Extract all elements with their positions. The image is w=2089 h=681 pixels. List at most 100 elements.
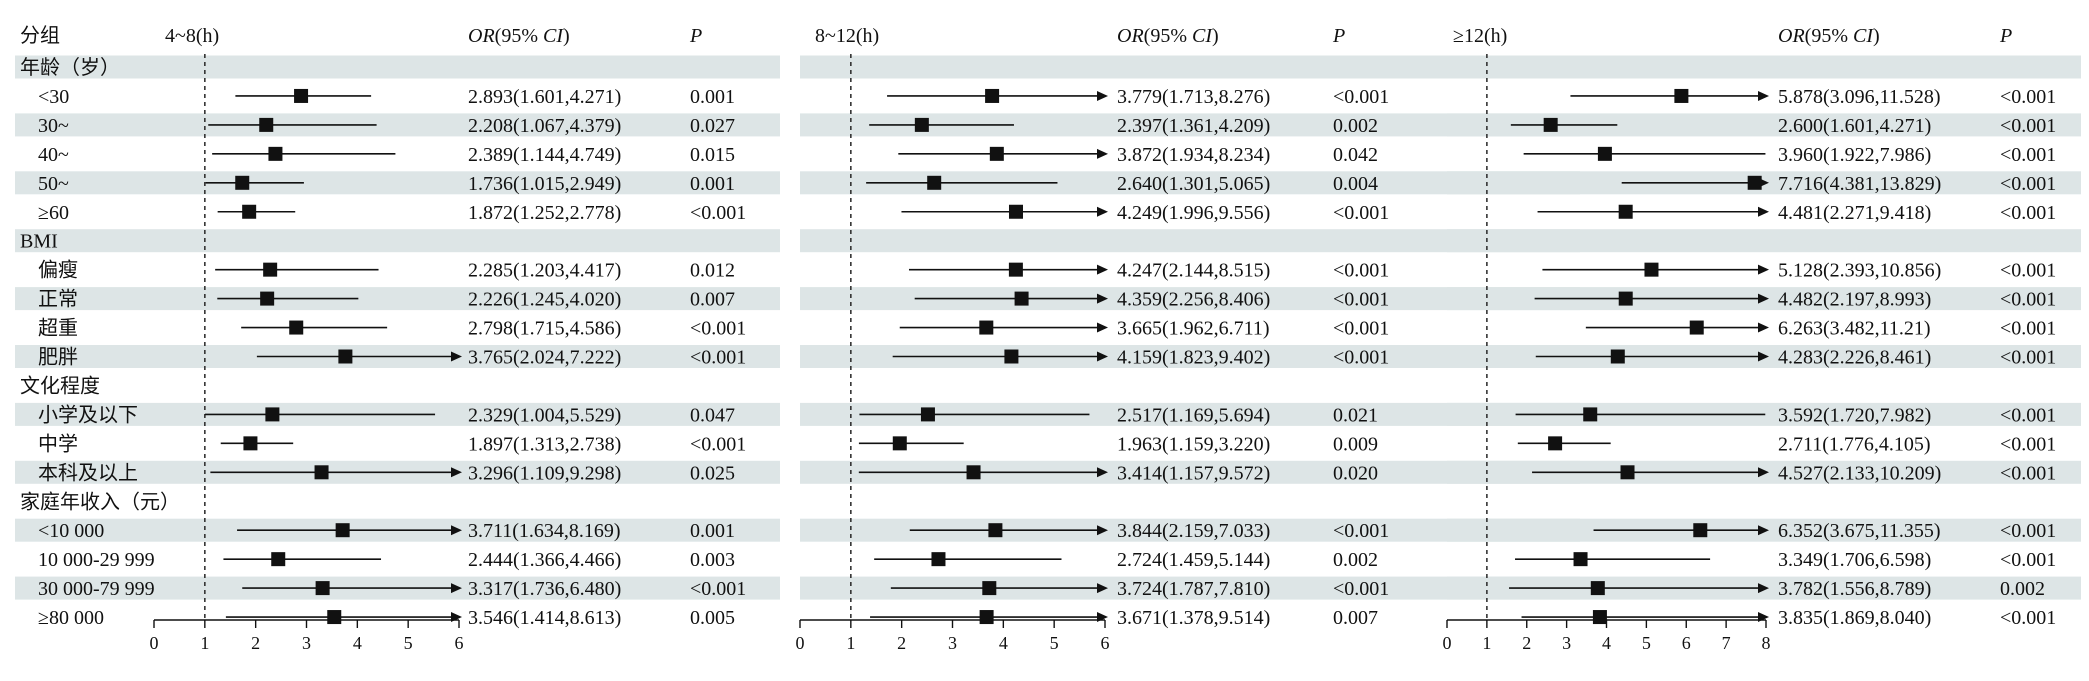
category-label: 文化程度 bbox=[20, 374, 100, 397]
x-tick-label: 3 bbox=[948, 633, 957, 653]
x-tick-label: 1 bbox=[1482, 633, 1491, 653]
ci-arrow bbox=[451, 525, 462, 536]
row-label: 30 000-79 999 bbox=[38, 578, 155, 600]
p-value: <0.001 bbox=[690, 578, 746, 600]
ci-arrow bbox=[451, 467, 462, 478]
group-header: 分组 bbox=[20, 24, 60, 47]
x-tick-label: 0 bbox=[150, 633, 159, 653]
or-ci-value: 3.296(1.109,9.298) bbox=[468, 462, 621, 484]
p-value: 0.027 bbox=[690, 115, 735, 137]
or-marker bbox=[259, 117, 274, 132]
row-band bbox=[1447, 113, 2081, 137]
row-band bbox=[800, 460, 1580, 484]
or-ci-value: 2.640(1.301,5.065) bbox=[1117, 173, 1270, 195]
row-band bbox=[800, 287, 1580, 311]
or-ci-value: 2.444(1.366,4.466) bbox=[468, 549, 621, 571]
p-value: <0.001 bbox=[1333, 86, 1389, 108]
p-value: <0.001 bbox=[1333, 260, 1389, 282]
or-marker bbox=[242, 204, 257, 219]
ci-arrow bbox=[1758, 467, 1769, 478]
or-ci-value: 4.283(2.226,8.461) bbox=[1778, 347, 1931, 369]
p-value: <0.001 bbox=[2000, 86, 2056, 108]
or-ci-value: 1.897(1.313,2.738) bbox=[468, 433, 621, 455]
or-marker bbox=[265, 407, 280, 422]
or-marker bbox=[1618, 291, 1633, 306]
x-tick-label: 5 bbox=[1642, 633, 1651, 653]
row-label: 中学 bbox=[38, 432, 78, 455]
p-value: <0.001 bbox=[2000, 607, 2056, 629]
p-value: 0.001 bbox=[690, 86, 735, 108]
or-ci-value: 3.711(1.634,8.169) bbox=[468, 520, 621, 542]
or-marker bbox=[979, 610, 994, 625]
or-ci-value: 2.389(1.144,4.749) bbox=[468, 144, 621, 166]
p-header: P bbox=[1332, 25, 1345, 47]
ci-arrow bbox=[1758, 264, 1769, 275]
category-label: 年龄（岁） bbox=[20, 56, 120, 79]
p-value: <0.001 bbox=[2000, 173, 2056, 195]
or-ci-value: 3.835(1.869,8.040) bbox=[1778, 607, 1931, 629]
or-marker bbox=[1644, 262, 1659, 277]
x-tick-label: 4 bbox=[1602, 633, 1611, 653]
or-marker bbox=[982, 581, 997, 596]
p-header: P bbox=[1999, 25, 2012, 47]
x-tick-label: 2 bbox=[1522, 633, 1531, 653]
row-label: ≥60 bbox=[38, 202, 69, 224]
or-ci-value: 4.249(1.996,9.556) bbox=[1117, 202, 1270, 224]
x-tick-label: 8 bbox=[1762, 633, 1771, 653]
x-tick-label: 0 bbox=[1443, 633, 1452, 653]
x-tick-label: 5 bbox=[404, 633, 413, 653]
row-band bbox=[800, 113, 1580, 137]
or-marker bbox=[931, 552, 946, 567]
row-label: ≥80 000 bbox=[38, 607, 104, 629]
row-band bbox=[15, 171, 780, 195]
p-value: <0.001 bbox=[2000, 144, 2056, 166]
or-marker bbox=[914, 117, 929, 132]
panel-title: 8~12(h) bbox=[815, 25, 879, 47]
or-ci-value: 7.716(4.381,13.829) bbox=[1778, 173, 1941, 195]
row-label: 10 000-29 999 bbox=[38, 549, 155, 571]
or-marker bbox=[1548, 436, 1563, 451]
or-marker bbox=[1610, 349, 1625, 364]
or-ci-value: 3.546(1.414,8.613) bbox=[468, 607, 621, 629]
forest-panel: 8~12(h) OR(95% CI) P 0 1 2 3 4 5 6 3.779(1.713,8.2… bbox=[796, 25, 1390, 653]
or-ci-value: 4.159(1.823,9.402) bbox=[1117, 347, 1270, 369]
ci-arrow bbox=[1097, 525, 1108, 536]
or-marker bbox=[314, 465, 329, 480]
or-ci-value: 4.482(2.197,8.993) bbox=[1778, 289, 1931, 311]
or-marker bbox=[1004, 349, 1019, 364]
ci-arrow bbox=[1097, 90, 1108, 101]
or-ci-value: 3.671(1.378,9.514) bbox=[1117, 607, 1270, 629]
p-value: <0.001 bbox=[2000, 202, 2056, 224]
or-ci-value: 3.782(1.556,8.789) bbox=[1778, 578, 1931, 600]
ci-arrow bbox=[1758, 525, 1769, 536]
row-label: 50~ bbox=[38, 173, 69, 195]
p-value: 0.042 bbox=[1333, 144, 1378, 166]
or-marker bbox=[1689, 320, 1704, 335]
or-marker bbox=[271, 552, 286, 567]
or-marker bbox=[289, 320, 304, 335]
row-band bbox=[800, 345, 1580, 368]
x-tick-label: 5 bbox=[1050, 633, 1059, 653]
or-marker bbox=[1590, 581, 1605, 596]
or-ci-value: 3.960(1.922,7.986) bbox=[1778, 144, 1931, 166]
row-label: 本科及以上 bbox=[38, 461, 138, 484]
or-header: OR(95% CI) bbox=[1778, 25, 1880, 47]
forest-panels: 4~8(h) OR(95% CI) P 0 1 2 3 4 5 6 2.893(1.601,4.27… bbox=[150, 25, 2057, 653]
ci-arrow bbox=[1758, 612, 1769, 623]
p-value: 0.047 bbox=[690, 404, 735, 426]
category-label: 家庭年收入（元） bbox=[20, 490, 180, 513]
p-value: 0.002 bbox=[1333, 549, 1378, 571]
p-value: <0.001 bbox=[2000, 347, 2056, 369]
panel-title: 4~8(h) bbox=[165, 25, 219, 47]
p-value: <0.001 bbox=[690, 347, 746, 369]
p-value: <0.001 bbox=[690, 318, 746, 340]
x-tick-label: 2 bbox=[897, 633, 906, 653]
or-marker bbox=[989, 146, 1004, 161]
p-value: 0.001 bbox=[690, 173, 735, 195]
or-ci-value: 1.872(1.252,2.778) bbox=[468, 202, 621, 224]
x-tick-label: 6 bbox=[455, 633, 464, 653]
x-tick-label: 1 bbox=[846, 633, 855, 653]
or-marker bbox=[1573, 552, 1588, 567]
ci-arrow bbox=[451, 612, 462, 623]
p-value: <0.001 bbox=[1333, 347, 1389, 369]
